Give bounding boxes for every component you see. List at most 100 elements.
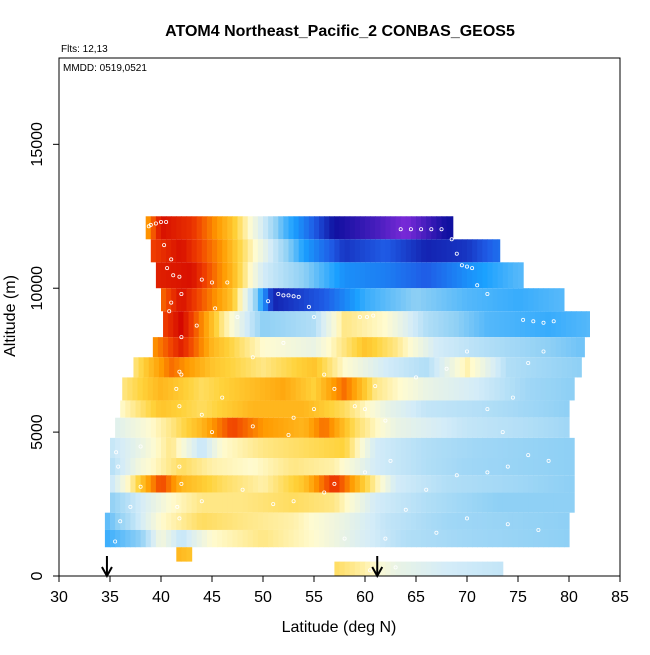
- heatmap-cell: [525, 337, 531, 358]
- heatmap-cell: [484, 311, 491, 338]
- heatmap-cell: [507, 458, 514, 476]
- heatmap-cell: [533, 437, 539, 459]
- heatmap-cell: [426, 458, 432, 476]
- heatmap-cell: [458, 377, 465, 401]
- heatmap-cell: [558, 437, 565, 459]
- heatmap-cell: [421, 529, 427, 548]
- heatmap-cell: [405, 288, 412, 312]
- heatmap-cell: [232, 458, 239, 476]
- heatmap-cell: [469, 337, 475, 358]
- heatmap-cell: [558, 417, 565, 438]
- observation-point: [439, 227, 444, 232]
- heatmap-cell: [436, 512, 443, 530]
- heatmap-cell: [263, 216, 269, 240]
- heatmap-cell: [405, 512, 412, 530]
- observation-point: [322, 372, 327, 377]
- heatmap-cell: [482, 458, 488, 476]
- heatmap-cell: [206, 262, 213, 289]
- heatmap-cell: [298, 262, 305, 289]
- heatmap-cell: [268, 437, 274, 459]
- heatmap-cell: [303, 458, 310, 476]
- heatmap-cell: [326, 377, 332, 401]
- heatmap-cell: [222, 437, 228, 459]
- heatmap-cell: [191, 492, 198, 513]
- heatmap-cell: [319, 475, 325, 493]
- heatmap-cell: [311, 357, 318, 378]
- heatmap-cell: [310, 337, 317, 358]
- heatmap-cell: [475, 357, 481, 378]
- heatmap-cell: [426, 262, 432, 289]
- heatmap-cell: [138, 357, 145, 378]
- heatmap-cell: [293, 437, 300, 459]
- heatmap-cell: [336, 337, 343, 358]
- observation-point: [454, 473, 459, 478]
- heatmap-cell: [334, 561, 341, 576]
- observation-point: [177, 516, 182, 521]
- observation-point: [485, 291, 490, 296]
- heatmap-cell: [416, 512, 422, 530]
- heatmap-cell: [319, 512, 325, 530]
- heatmap-cell: [523, 458, 529, 476]
- heatmap-cell: [421, 475, 427, 493]
- flights-label: Flts: 12,13: [61, 44, 108, 55]
- observation-point: [250, 355, 255, 360]
- heatmap-cell: [275, 377, 281, 401]
- heatmap-cell: [359, 529, 366, 548]
- heatmap-cell: [150, 417, 157, 438]
- heatmap-cell: [308, 529, 315, 548]
- heatmap-cell: [523, 400, 529, 418]
- heatmap-cell: [283, 216, 290, 240]
- heatmap-cell: [186, 475, 193, 493]
- observation-point: [485, 407, 490, 412]
- heatmap-cell: [463, 311, 470, 338]
- heatmap-cell: [260, 357, 267, 378]
- heatmap-cell: [308, 437, 315, 459]
- heatmap-cell: [125, 475, 131, 493]
- heatmap-cell: [163, 311, 169, 338]
- heatmap-cell: [451, 239, 458, 263]
- heatmap-cell: [563, 417, 570, 438]
- heatmap-cell: [120, 437, 126, 459]
- heatmap-cell: [581, 337, 585, 358]
- heatmap-cell: [310, 311, 317, 338]
- heatmap-cell: [168, 311, 174, 338]
- heatmap-cell: [492, 400, 499, 418]
- heatmap-cell: [477, 458, 483, 476]
- heatmap-cell: [191, 529, 198, 548]
- heatmap-cell: [400, 288, 407, 312]
- heatmap-cell: [334, 512, 341, 530]
- heatmap-cell: [518, 529, 524, 548]
- heatmap-cell: [206, 239, 213, 263]
- heatmap-cell: [581, 311, 587, 338]
- heatmap-cell: [222, 417, 228, 438]
- heatmap-cell: [171, 288, 177, 312]
- heatmap-cell: [463, 377, 470, 401]
- heatmap-cell: [405, 475, 412, 493]
- heatmap-cell: [135, 400, 142, 418]
- heatmap-cell: [502, 512, 509, 530]
- heatmap-cell: [166, 492, 172, 513]
- heatmap-cell: [482, 561, 488, 576]
- heatmap-cell: [259, 311, 266, 338]
- heatmap-cell: [173, 311, 179, 338]
- heatmap-cell: [413, 357, 420, 378]
- heatmap-cell: [186, 288, 193, 312]
- heatmap-cell: [352, 357, 359, 378]
- heatmap-cell: [387, 311, 394, 338]
- heatmap-cell: [247, 492, 254, 513]
- heatmap-cell: [130, 417, 137, 438]
- heatmap-cell: [278, 529, 284, 548]
- heatmap-cell: [150, 512, 157, 530]
- heatmap-cell: [254, 337, 261, 358]
- heatmap-cell: [250, 357, 257, 378]
- heatmap-cell: [176, 458, 182, 476]
- heatmap-cell: [263, 262, 269, 289]
- observation-point: [311, 314, 316, 319]
- heatmap-cell: [553, 400, 560, 418]
- observation-point: [281, 340, 286, 345]
- heatmap-cell: [433, 337, 440, 358]
- heatmap-cell: [171, 492, 177, 513]
- heatmap-cell: [370, 239, 376, 263]
- heatmap-cell: [227, 262, 233, 289]
- heatmap-cell: [553, 288, 560, 312]
